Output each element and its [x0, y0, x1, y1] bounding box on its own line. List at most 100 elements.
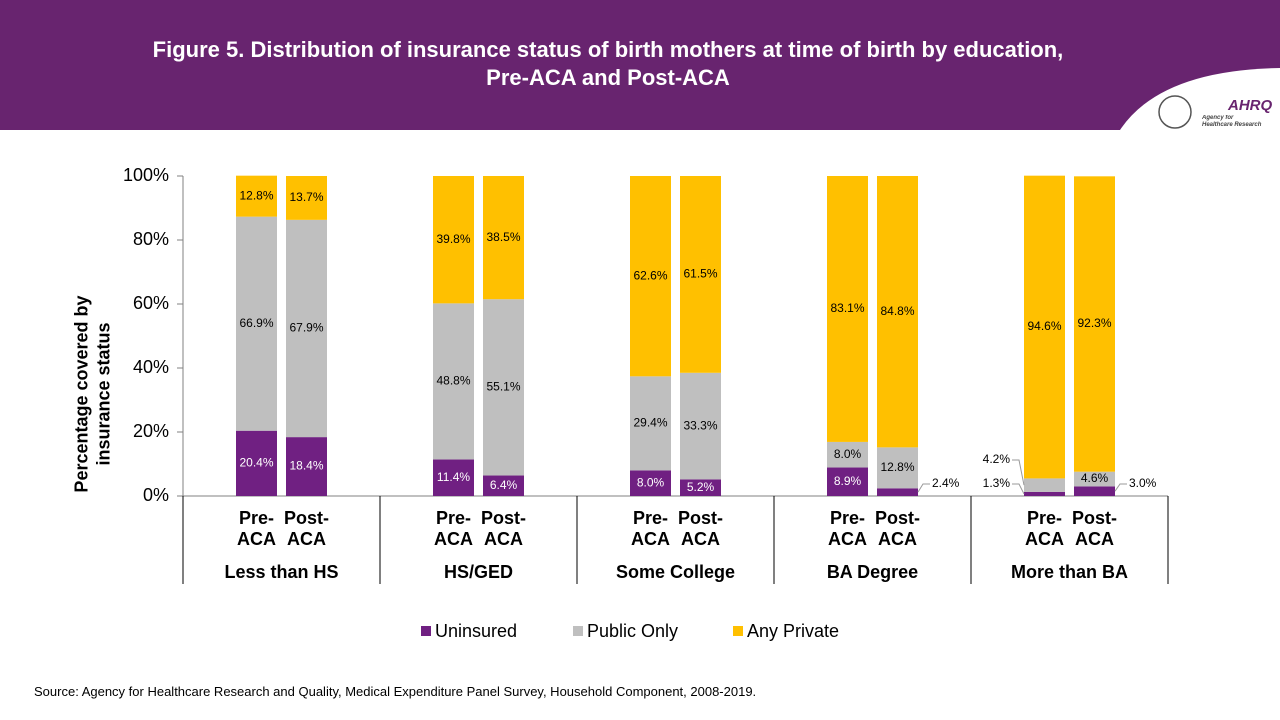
data-label: 2.4% [932, 476, 960, 490]
bar-segment [286, 219, 327, 438]
y-tick-label: 100% [123, 165, 169, 185]
logo-tagline: Agency for Healthcare Research and Quali… [1202, 115, 1262, 128]
data-label: 33.3% [683, 418, 717, 432]
data-label: 12.8% [239, 188, 273, 202]
y-tick-label: 20% [133, 421, 169, 441]
y-tick-label: 60% [133, 293, 169, 313]
bar-segment [483, 475, 524, 496]
bar-segment [433, 303, 474, 460]
data-label: 61.5% [683, 267, 717, 281]
logo-backdrop [1120, 68, 1280, 130]
leader-line [1012, 483, 1025, 495]
bar-segment [433, 176, 474, 304]
legend-label: Public Only [587, 621, 678, 641]
bar-segment [680, 176, 721, 373]
bar-segment [1024, 491, 1065, 496]
group-label: Some College [615, 562, 736, 582]
bar-segment [1024, 478, 1065, 492]
data-label: 20.4% [239, 456, 273, 470]
data-label: 3.0% [1129, 476, 1157, 490]
data-label: 11.4% [437, 470, 470, 484]
data-label: 8.9% [834, 474, 862, 488]
group-label: HS/GED [443, 562, 513, 582]
x-tick-label: Post-ACA [678, 508, 723, 549]
y-tick-label: 40% [133, 357, 169, 377]
data-label: 13.7% [289, 190, 323, 204]
bar-segment [827, 176, 868, 442]
data-label: 83.1% [830, 301, 864, 315]
bar-segment [630, 470, 671, 496]
bar-segment [827, 441, 868, 468]
data-label: 8.0% [834, 447, 862, 461]
x-tick-label: Post-ACA [875, 508, 920, 549]
bar-segment [483, 299, 524, 476]
x-tick-label: Post-ACA [1072, 508, 1117, 549]
x-tick-label: Pre-ACA [828, 508, 867, 549]
x-tick-label: Pre-ACA [1025, 508, 1064, 549]
legend-label: Any Private [747, 621, 839, 641]
y-axis-title: Percentage covered by insurance status [71, 295, 114, 493]
bar-segment [1024, 175, 1065, 479]
legend-swatch [733, 626, 743, 636]
bar-segment [1074, 471, 1115, 487]
group-label: More than BA [1011, 562, 1128, 582]
data-label: 6.4% [490, 478, 518, 492]
bar-segment [680, 372, 721, 480]
data-label: 12.8% [880, 460, 914, 474]
x-tick-label: Pre-ACA [237, 508, 276, 549]
data-label: 38.5% [486, 230, 520, 244]
bar-segment [877, 447, 918, 489]
x-tick-label: Pre-ACA [631, 508, 670, 549]
bar-segment [433, 459, 474, 496]
group-label: Less than HS [224, 562, 339, 582]
data-label: 8.0% [637, 475, 665, 489]
bar-segment [236, 175, 277, 217]
data-label: 67.9% [289, 321, 323, 335]
logo-name: AHRQ [1227, 97, 1272, 114]
data-label: 39.8% [436, 232, 470, 246]
y-tick-label: 0% [143, 485, 169, 505]
source: Source: Agency for Healthcare Research a… [34, 684, 757, 699]
data-label: 48.8% [436, 374, 470, 388]
bar-segment [630, 176, 671, 377]
data-label: 55.1% [486, 380, 520, 394]
bar-segment [680, 479, 721, 496]
title: Figure 5. Distribution of insurance stat… [152, 37, 1064, 90]
x-tick-label: Post-ACA [284, 508, 329, 549]
bar-segment [286, 176, 327, 220]
bar-segment [877, 488, 918, 496]
data-label: 66.9% [239, 316, 273, 330]
leader-line [1114, 483, 1127, 492]
bar-segment [483, 176, 524, 300]
data-label: 5.2% [687, 480, 715, 494]
data-label: 94.6% [1027, 319, 1061, 333]
bar-segment [286, 437, 327, 496]
leader-line [917, 483, 930, 493]
y-tick-label: 80% [133, 229, 169, 249]
data-label: 29.4% [633, 416, 667, 430]
bar-segment [630, 376, 671, 471]
x-tick-label: Pre-ACA [434, 508, 473, 549]
bar-segment [236, 216, 277, 431]
hhs-emblem [1158, 95, 1192, 129]
legend-label: Uninsured [435, 621, 517, 641]
bar-segment [1074, 176, 1115, 472]
data-label: 84.8% [880, 304, 914, 318]
bar-segment [1074, 486, 1115, 496]
bar-segment [877, 176, 918, 448]
data-label: 62.6% [633, 268, 667, 282]
legend-swatch [573, 626, 583, 636]
legend-swatch [421, 626, 431, 636]
data-label: 18.4% [289, 459, 323, 473]
data-label: 4.2% [983, 452, 1011, 466]
data-label: 1.3% [983, 476, 1011, 490]
bar-segment [236, 430, 277, 496]
x-tick-label: Post-ACA [481, 508, 526, 549]
group-label: BA Degree [826, 562, 919, 582]
header-band [0, 0, 1280, 130]
bar-segment [827, 467, 868, 496]
data-label: 92.3% [1077, 316, 1111, 330]
data-label: 4.6% [1081, 471, 1109, 485]
